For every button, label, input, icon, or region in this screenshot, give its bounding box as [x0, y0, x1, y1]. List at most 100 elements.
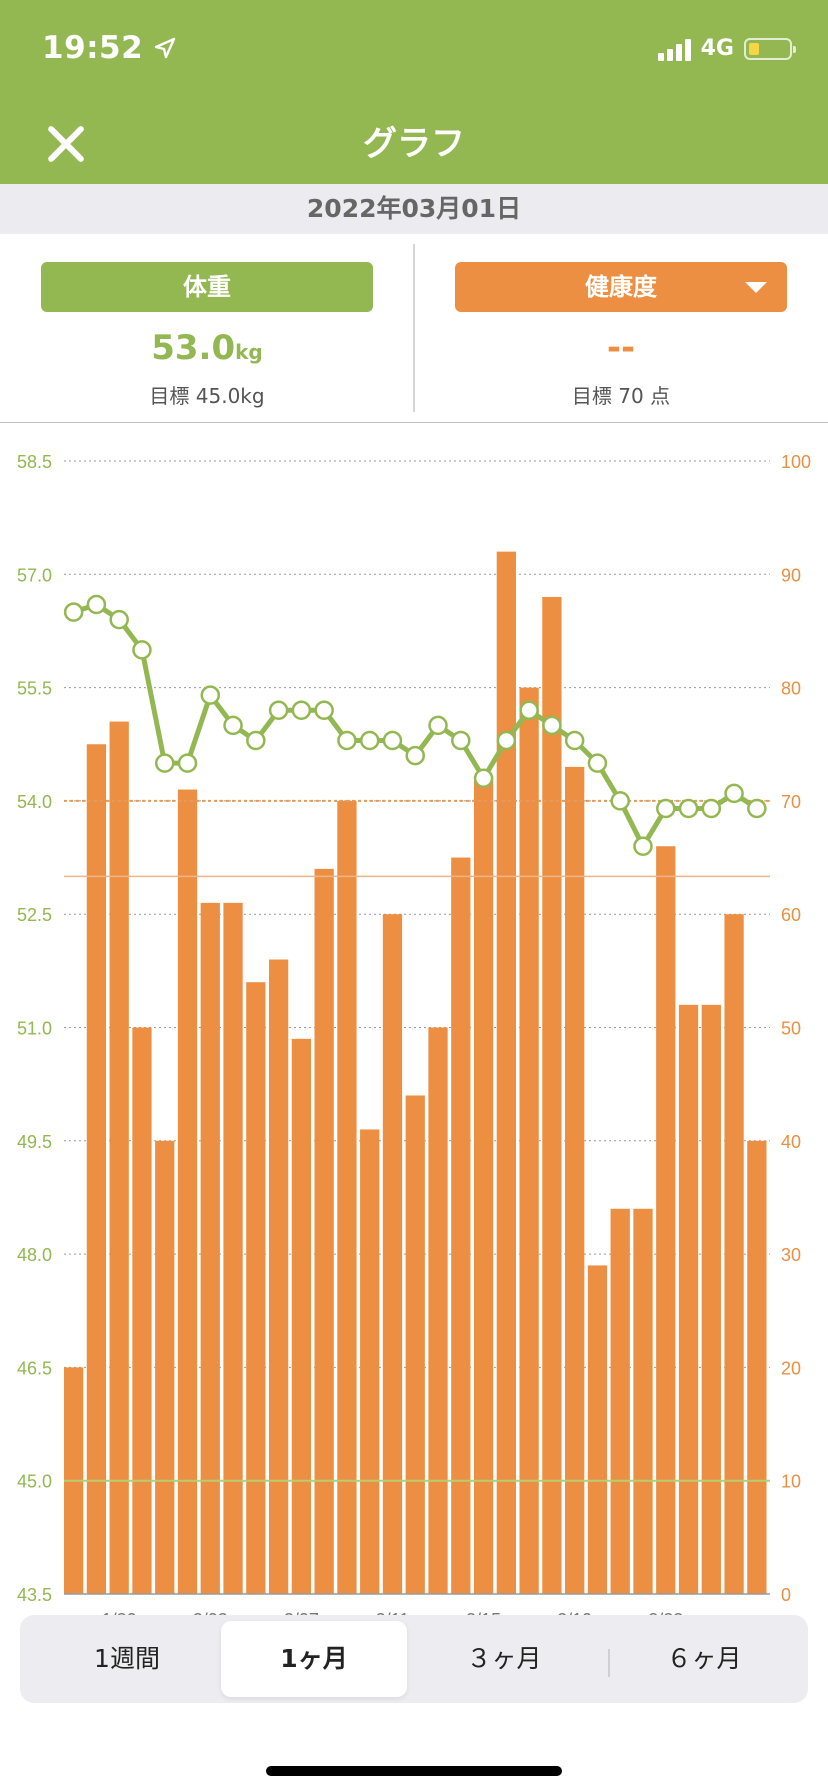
health-bar [656, 846, 676, 1594]
period-selector: 1週間 1ヶ月 ３ヶ月 ６ヶ月 [20, 1615, 808, 1703]
weight-point [701, 798, 722, 819]
y-right-tick-label: 70 [781, 792, 801, 812]
tab-1-week[interactable]: 1週間 [94, 1644, 160, 1673]
health-bar [405, 1095, 425, 1594]
health-bar [451, 857, 471, 1594]
health-bar [565, 766, 585, 1594]
y-right-tick-label: 10 [781, 1472, 801, 1492]
y-left-tick-label: 43.5 [17, 1585, 52, 1605]
weight-value: 53.0kg [0, 328, 414, 368]
health-dropdown-label: 健康度 [585, 273, 657, 301]
weight-point [246, 730, 266, 751]
y-left-tick-label: 57.0 [17, 565, 52, 585]
y-left-tick-label: 48.0 [17, 1245, 52, 1265]
weight-point [724, 783, 744, 804]
health-bar [86, 744, 107, 1594]
weight-point [656, 798, 676, 819]
health-bar [132, 1027, 152, 1594]
weight-point [63, 602, 84, 622]
app-header: 19:52 4G グラフ [0, 0, 828, 184]
y-right-tick-label: 20 [781, 1358, 801, 1378]
signal-icon [657, 37, 691, 61]
y-right-tick-label: 30 [781, 1245, 801, 1265]
health-bar [428, 1027, 448, 1594]
health-bar [314, 868, 334, 1594]
weight-point [473, 768, 494, 788]
weight-point [496, 730, 517, 751]
weight-line [72, 602, 759, 849]
health-bar [678, 1004, 699, 1594]
tab-3-months[interactable]: ３ヶ月 [466, 1644, 542, 1673]
chevron-down-icon [745, 282, 767, 293]
health-bar [223, 902, 243, 1594]
page-title: グラフ [363, 124, 465, 164]
weight-point [200, 685, 221, 705]
y-left-tick-label: 46.5 [17, 1358, 52, 1378]
health-bar [747, 1140, 767, 1594]
health-value: -- [414, 328, 828, 368]
health-bar [291, 1038, 312, 1594]
status-time-text: 19:52 [42, 30, 144, 66]
health-number: -- [606, 328, 636, 368]
weight-tab-button[interactable]: 体重 [41, 262, 373, 312]
health-bar [155, 1140, 175, 1594]
weight-point [747, 798, 767, 819]
status-time: 19:52 [42, 30, 177, 66]
weight-point [359, 730, 380, 751]
health-bar [724, 914, 744, 1594]
tab-separator [608, 1649, 610, 1677]
weight-number: 53.0 [151, 328, 236, 368]
health-bar [246, 982, 266, 1594]
weight-point [86, 594, 107, 615]
weight-card: 体重 53.0kg 目標 45.0kg [0, 234, 414, 422]
status-indicators: 4G [657, 36, 796, 61]
weight-point [314, 700, 334, 721]
health-bar [587, 1265, 608, 1594]
weight-point [154, 753, 175, 773]
weight-point [291, 700, 312, 721]
weight-point [519, 700, 539, 721]
y-right-tick-label: 80 [781, 679, 801, 699]
health-bar [610, 1208, 630, 1594]
weight-point [428, 715, 448, 736]
health-bar [360, 1129, 380, 1594]
y-right-tick-label: 50 [781, 1019, 801, 1039]
weight-unit: kg [235, 340, 263, 364]
weight-point [564, 730, 585, 751]
health-bar [177, 789, 198, 1594]
y-right-tick-label: 90 [781, 565, 801, 585]
weight-point [337, 730, 357, 751]
health-card: 健康度 -- 目標 70 点 [414, 234, 828, 422]
weight-point [451, 730, 471, 751]
y-left-tick-label: 52.5 [17, 905, 52, 925]
y-left-tick-label: 49.5 [17, 1132, 52, 1152]
weight-point [587, 753, 608, 773]
weight-point [223, 715, 243, 736]
y-right-tick-label: 100 [781, 452, 811, 472]
y-left-tick-label: 58.5 [17, 452, 52, 472]
y-left-tick-label: 51.0 [17, 1019, 52, 1039]
weight-point [109, 609, 129, 630]
tab-6-months[interactable]: ６ヶ月 [666, 1644, 742, 1673]
health-bar [109, 721, 129, 1594]
health-bar [542, 596, 562, 1594]
date-label: 2022年03月01日 [0, 184, 828, 234]
weight-health-chart: 58.5 57.0 55.5 54.0 52.5 51.0 49.5 48.0 46.5 45.0… [0, 422, 828, 1622]
health-dropdown-button[interactable]: 健康度 [455, 262, 787, 312]
y-right-tick-label: 0 [781, 1585, 791, 1605]
network-type: 4G [700, 36, 734, 61]
weight-point [132, 640, 152, 660]
health-bar [701, 1004, 721, 1594]
weight-point [542, 715, 562, 736]
chart-svg: 58.5 57.0 55.5 54.0 52.5 51.0 49.5 48.0 46.5 45.0… [17, 452, 811, 1622]
tab-1-month[interactable]: 1ヶ月 [221, 1621, 407, 1697]
y-right-tick-label: 60 [781, 905, 801, 925]
weight-target: 目標 45.0kg [149, 384, 265, 408]
y-left-tick-label: 45.0 [17, 1472, 52, 1492]
home-indicator [266, 1766, 562, 1776]
weight-point [405, 745, 425, 766]
y-left-tick-label: 55.5 [17, 679, 52, 699]
card-divider [413, 244, 415, 412]
weight-point [633, 836, 653, 856]
location-arrow-icon [154, 37, 176, 59]
